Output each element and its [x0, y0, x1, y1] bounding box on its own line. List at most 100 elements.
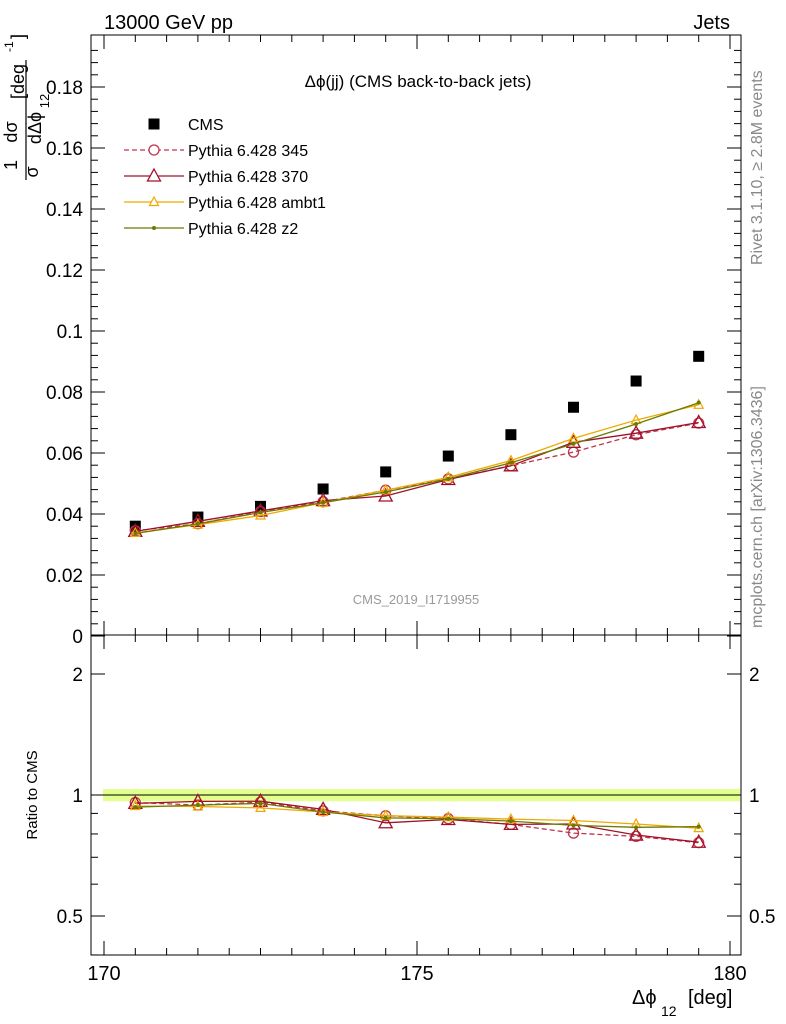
ylabel-unit-sup: -1	[2, 41, 16, 52]
ratio-ylabel: Ratio to CMS	[24, 750, 41, 839]
legend-label: Pythia 6.428 z2	[188, 221, 298, 238]
ratio-series	[127, 792, 707, 849]
ratio-point-z2	[321, 810, 326, 815]
analysis-watermark: CMS_2019_I1719955	[353, 592, 480, 607]
ratio-point-370	[565, 815, 582, 830]
series-point-370	[315, 492, 331, 507]
series-point-370	[503, 457, 519, 472]
main-panel: 0 0.02 0.04 0.06 0.08 0.1 0.12 0.14 0.16 0.18 Δϕ(…	[46, 34, 742, 648]
main-ytick-label: 0.1	[57, 322, 83, 343]
ratio-point-ambt1	[129, 799, 141, 811]
main-ytick-label: 0.02	[46, 566, 83, 587]
legend-label: Pythia 6.428 ambt1	[188, 195, 326, 212]
xlabel-sub: 12	[661, 1003, 677, 1019]
x-tick-label: 175	[400, 963, 433, 985]
header-energy: 13000 GeV pp	[104, 12, 233, 34]
series-point-370	[190, 512, 206, 527]
main-ytick-label: 0.16	[46, 139, 83, 160]
ratio-point-ambt1	[255, 801, 266, 812]
main-ylabel: 1 σ dσ dΔϕ 12 [deg -1 ]	[1, 34, 52, 180]
series-line-4	[135, 402, 699, 535]
ratio-ytick-label: 2	[72, 665, 83, 686]
rivet-label: Rivet 3.1.10, ≥ 2.8M events	[749, 70, 766, 265]
ratio-line-2	[135, 805, 699, 829]
x-tick-label: 170	[87, 963, 120, 985]
cms-data-point	[505, 429, 517, 441]
legend-marker-345	[148, 144, 160, 156]
series-point-z2	[508, 460, 513, 465]
series-point-z2	[571, 441, 576, 446]
series-point-z2	[446, 476, 451, 481]
ylabel-denominator-sub: 12	[37, 94, 52, 108]
mcplots-label: mcplots.cern.ch [arXiv:1306.3436]	[749, 386, 766, 628]
series-point-ambt1	[129, 526, 141, 538]
main-ytick-label: 0.06	[46, 444, 83, 465]
main-ytick-label: 0.14	[46, 200, 83, 221]
ylabel-denominator: dΔϕ	[25, 112, 45, 144]
ratio-point-345	[567, 827, 580, 839]
ylabel-frac-bottom: σ	[22, 166, 42, 177]
ratio-point-z2	[446, 816, 451, 821]
series-point-345	[567, 446, 580, 458]
ratio-point-ambt1	[693, 821, 705, 833]
ratio-point-370	[315, 801, 331, 816]
series-point-370	[691, 414, 707, 429]
series-point-z2	[696, 400, 701, 405]
ratio-ytick-label-right: 1	[749, 786, 760, 807]
ratio-ytick-label-right: 2	[749, 665, 760, 686]
ratio-point-z2	[696, 824, 701, 829]
cms-data-point	[630, 375, 642, 387]
ratio-point-z2	[258, 801, 263, 806]
ratio-point-z2	[571, 823, 576, 828]
main-series	[127, 350, 707, 538]
cms-data-point	[192, 511, 204, 523]
ratio-point-370	[378, 814, 394, 829]
main-ytick-label: 0.04	[46, 505, 83, 526]
ratio-point-z2	[508, 819, 513, 824]
ratio-panel: 0.5 0.5 1 1 2 2 170 175 180	[57, 634, 775, 985]
x-tick-label: 180	[713, 963, 746, 985]
series-line-2	[135, 421, 699, 533]
series-line-3	[135, 404, 699, 534]
ratio-point-ambt1	[568, 814, 579, 825]
series-point-ambt1	[255, 509, 266, 520]
series-point-z2	[195, 521, 200, 526]
chart-title: Δϕ(jj) (CMS back-to-back jets)	[305, 72, 532, 91]
legend-label: CMS	[188, 117, 224, 134]
ratio-line-3	[135, 802, 699, 828]
legend-marker-ambt1	[148, 195, 160, 207]
ylabel-unit-close: ]	[8, 34, 28, 39]
ratio-point-370	[503, 816, 519, 831]
legend-label: Pythia 6.428 345	[188, 143, 308, 160]
ratio-point-z2	[634, 825, 639, 830]
ratio-point-370	[252, 792, 269, 807]
ratio-line-0	[135, 801, 699, 844]
series-point-z2	[383, 490, 388, 495]
cms-data-point	[317, 483, 329, 495]
main-ytick-label: 0	[72, 627, 83, 648]
legend-label: Pythia 6.428 370	[188, 169, 308, 186]
ratio-ytick-label: 0.5	[57, 907, 83, 928]
ratio-ytick-label: 1	[72, 786, 83, 807]
series-line-1	[135, 422, 699, 532]
main-ytick-label: 0.08	[46, 383, 83, 404]
ratio-point-370	[628, 826, 644, 841]
ylabel-frac-top: 1	[1, 160, 21, 170]
ratio-ytick-label-right: 0.5	[749, 907, 775, 928]
xlabel-symbol: Δϕ	[632, 987, 657, 1009]
header-process: Jets	[693, 12, 730, 34]
ratio-ticks: 0.5 0.5 1 1 2 2 170 175 180	[57, 635, 775, 985]
ratio-point-z2	[133, 805, 138, 810]
series-point-z2	[634, 422, 639, 427]
cms-data-point	[380, 466, 392, 478]
legend-marker-z2	[152, 226, 156, 230]
ratio-line-1	[135, 800, 699, 843]
legend-marker-370	[146, 167, 162, 182]
legend: CMS Pythia 6.428 345 Pythia 6.428 370 Pythi…	[124, 117, 326, 238]
xlabel-unit: [deg]	[688, 987, 732, 1009]
series-point-z2	[258, 510, 263, 515]
ylabel-numerator: dσ	[1, 121, 21, 142]
main-ytick-label: 0.18	[46, 78, 83, 99]
series-point-z2	[133, 531, 138, 536]
